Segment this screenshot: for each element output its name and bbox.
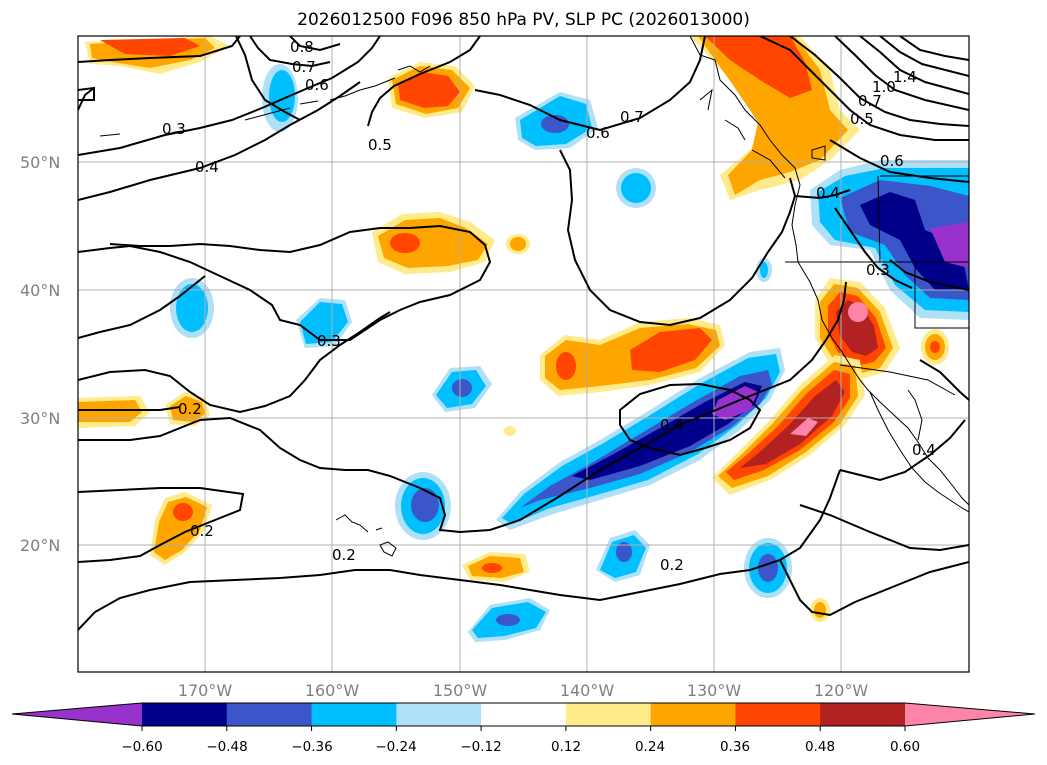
colorbar-tick-label: 0.24 <box>635 739 665 755</box>
contour-label: 0.3 <box>866 261 890 279</box>
contour-label: 0.5 <box>850 110 874 128</box>
colorbar-tick-label: 0.48 <box>805 739 835 755</box>
contour-label: 0.7 <box>620 108 644 126</box>
map-frame <box>77 35 970 673</box>
colorbar-tick-label: −0.12 <box>460 739 501 755</box>
colorbar-segment <box>142 703 228 726</box>
contour-label: 0.3 <box>317 332 341 350</box>
colorbar-tick-label: 0.12 <box>551 739 581 755</box>
contour-label: 1.0 <box>872 78 896 96</box>
colorbar-tick-label: −0.60 <box>121 739 162 755</box>
contour-label: 0.7 <box>292 58 316 76</box>
colorbar-segment <box>311 703 397 726</box>
colorbar-segment <box>226 703 313 726</box>
contour-labels: 0.8 0.7 0.6 0.3 0.4 0.5 0.7 0.6 1.4 1.0 … <box>162 38 936 574</box>
lon-tick-label: 160°W <box>305 681 360 700</box>
colorbar-tick-label: −0.24 <box>375 739 416 755</box>
colorbar-segment <box>481 703 567 726</box>
map-content: 0.8 0.7 0.6 0.3 0.4 0.5 0.7 0.6 1.4 1.0 … <box>78 36 969 672</box>
lat-tick-label: 30°N <box>20 409 60 428</box>
lat-tick-label: 40°N <box>20 281 60 300</box>
lon-tick-label: 120°W <box>814 681 869 700</box>
contour-label: 1.4 <box>893 68 917 86</box>
lon-tick-label: 170°W <box>178 681 233 700</box>
lon-tick-label: 130°W <box>687 681 742 700</box>
contour-label: 0.6 <box>880 152 904 170</box>
gridlines <box>78 36 969 672</box>
contour-label: 0.6 <box>305 76 329 94</box>
colorbar-segment <box>565 703 652 726</box>
colorbar-tick-label: 0.60 <box>890 739 920 755</box>
lon-tick-label: 150°W <box>433 681 488 700</box>
contour-label: 0.3 <box>162 120 186 138</box>
slp-contours <box>78 36 969 631</box>
colorbar-tick-label: −0.48 <box>206 739 247 755</box>
colorbar-segment <box>735 703 821 726</box>
colorbar-extend-min <box>12 703 142 726</box>
latitude-labels: 50°N 40°N 30°N 20°N <box>20 153 60 555</box>
contour-label: 0.4 <box>660 416 684 434</box>
contour-label: 0.8 <box>290 38 314 56</box>
contour-label: 0.6 <box>586 124 610 142</box>
contour-label: 0.4 <box>195 158 219 176</box>
longitude-labels: 170°W 160°W 150°W 140°W 130°W 120°W <box>178 681 869 700</box>
colorbar-segment <box>820 703 906 726</box>
colorbar-extend-max <box>905 703 1035 726</box>
colorbar-tick-label: 0.36 <box>720 739 750 755</box>
lat-tick-label: 20°N <box>20 536 60 555</box>
contour-label: 0.2 <box>332 546 356 564</box>
contour-label: 0.5 <box>368 136 392 154</box>
lon-tick-label: 140°W <box>560 681 615 700</box>
contour-label: 0.4 <box>816 184 840 202</box>
colorbar: −0.60 −0.48 −0.36 −0.24 −0.12 0.12 0.24 … <box>11 702 1036 755</box>
contour-label: 0.2 <box>190 522 214 540</box>
contour-label: 0.7 <box>858 92 882 110</box>
colorbar-segment <box>650 703 736 726</box>
lat-tick-label: 50°N <box>20 153 60 172</box>
colorbar-tick-label: −0.36 <box>291 739 332 755</box>
colorbar-segment <box>396 703 482 726</box>
contour-label: 0.2 <box>178 400 202 418</box>
contour-label: 0.2 <box>660 556 684 574</box>
contour-label: 0.4 <box>912 441 936 459</box>
map-title: 2026012500 F096 850 hPa PV, SLP PC (2026… <box>297 10 750 30</box>
